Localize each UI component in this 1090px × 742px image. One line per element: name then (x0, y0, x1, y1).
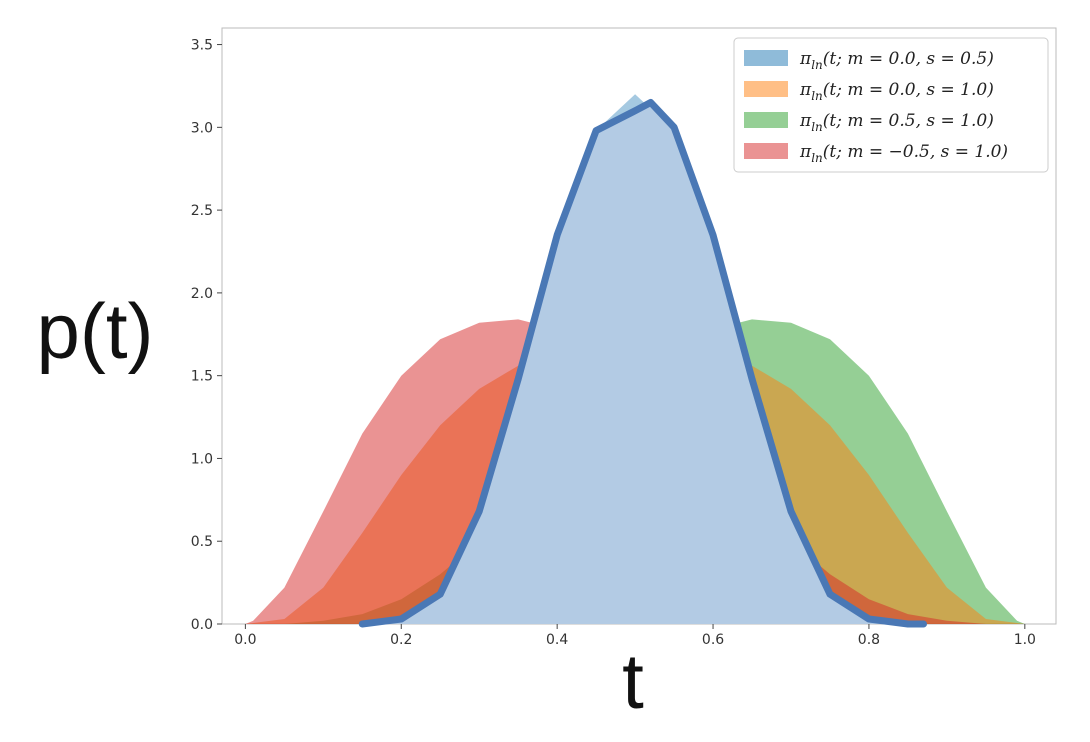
x-tick-label: 1.0 (1014, 632, 1036, 648)
x-tick-label: 0.8 (858, 632, 880, 648)
legend-label: πln(t; m = 0.5, s = 1.0) (799, 111, 994, 134)
x-axis-ticks: 0.0 0.2 0.4 0.6 0.8 1.0 (234, 624, 1036, 648)
legend-label: πln(t; m = 0.0, s = 0.5) (799, 49, 994, 72)
y-axis-label: p(t) (37, 287, 154, 375)
y-tick-label: 3.5 (191, 38, 213, 54)
y-tick-label: 3.0 (191, 120, 213, 136)
x-tick-label: 0.6 (702, 632, 724, 648)
x-axis-label: t (622, 637, 644, 725)
legend-swatch (744, 81, 788, 97)
legend-label: πln(t; m = 0.0, s = 1.0) (799, 80, 994, 103)
legend-box (733, 37, 1049, 173)
y-axis-ticks: 0.0 0.5 1.0 1.5 2.0 2.5 3.0 3.5 (191, 38, 222, 633)
legend-swatch (744, 50, 788, 66)
x-tick-label: 0.2 (390, 632, 412, 648)
y-tick-label: 2.0 (191, 286, 213, 302)
y-tick-label: 1.0 (191, 451, 213, 467)
legend: πln(t; m = 0.0, s = 0.5) πln(t; m = 0.0, … (733, 37, 1049, 173)
y-tick-label: 0.5 (191, 534, 213, 550)
y-tick-label: 2.5 (191, 203, 213, 219)
legend-swatch (744, 112, 788, 128)
overlay-layer (358, 99, 927, 628)
legend-swatch (744, 143, 788, 159)
overlay-curve (358, 99, 927, 628)
x-tick-label: 0.4 (546, 632, 568, 648)
y-tick-label: 1.5 (191, 369, 213, 385)
y-tick-label: 0.0 (191, 617, 213, 633)
legend-label: πln(t; m = −0.5, s = 1.0) (799, 142, 1008, 165)
x-tick-label: 0.0 (234, 632, 256, 648)
